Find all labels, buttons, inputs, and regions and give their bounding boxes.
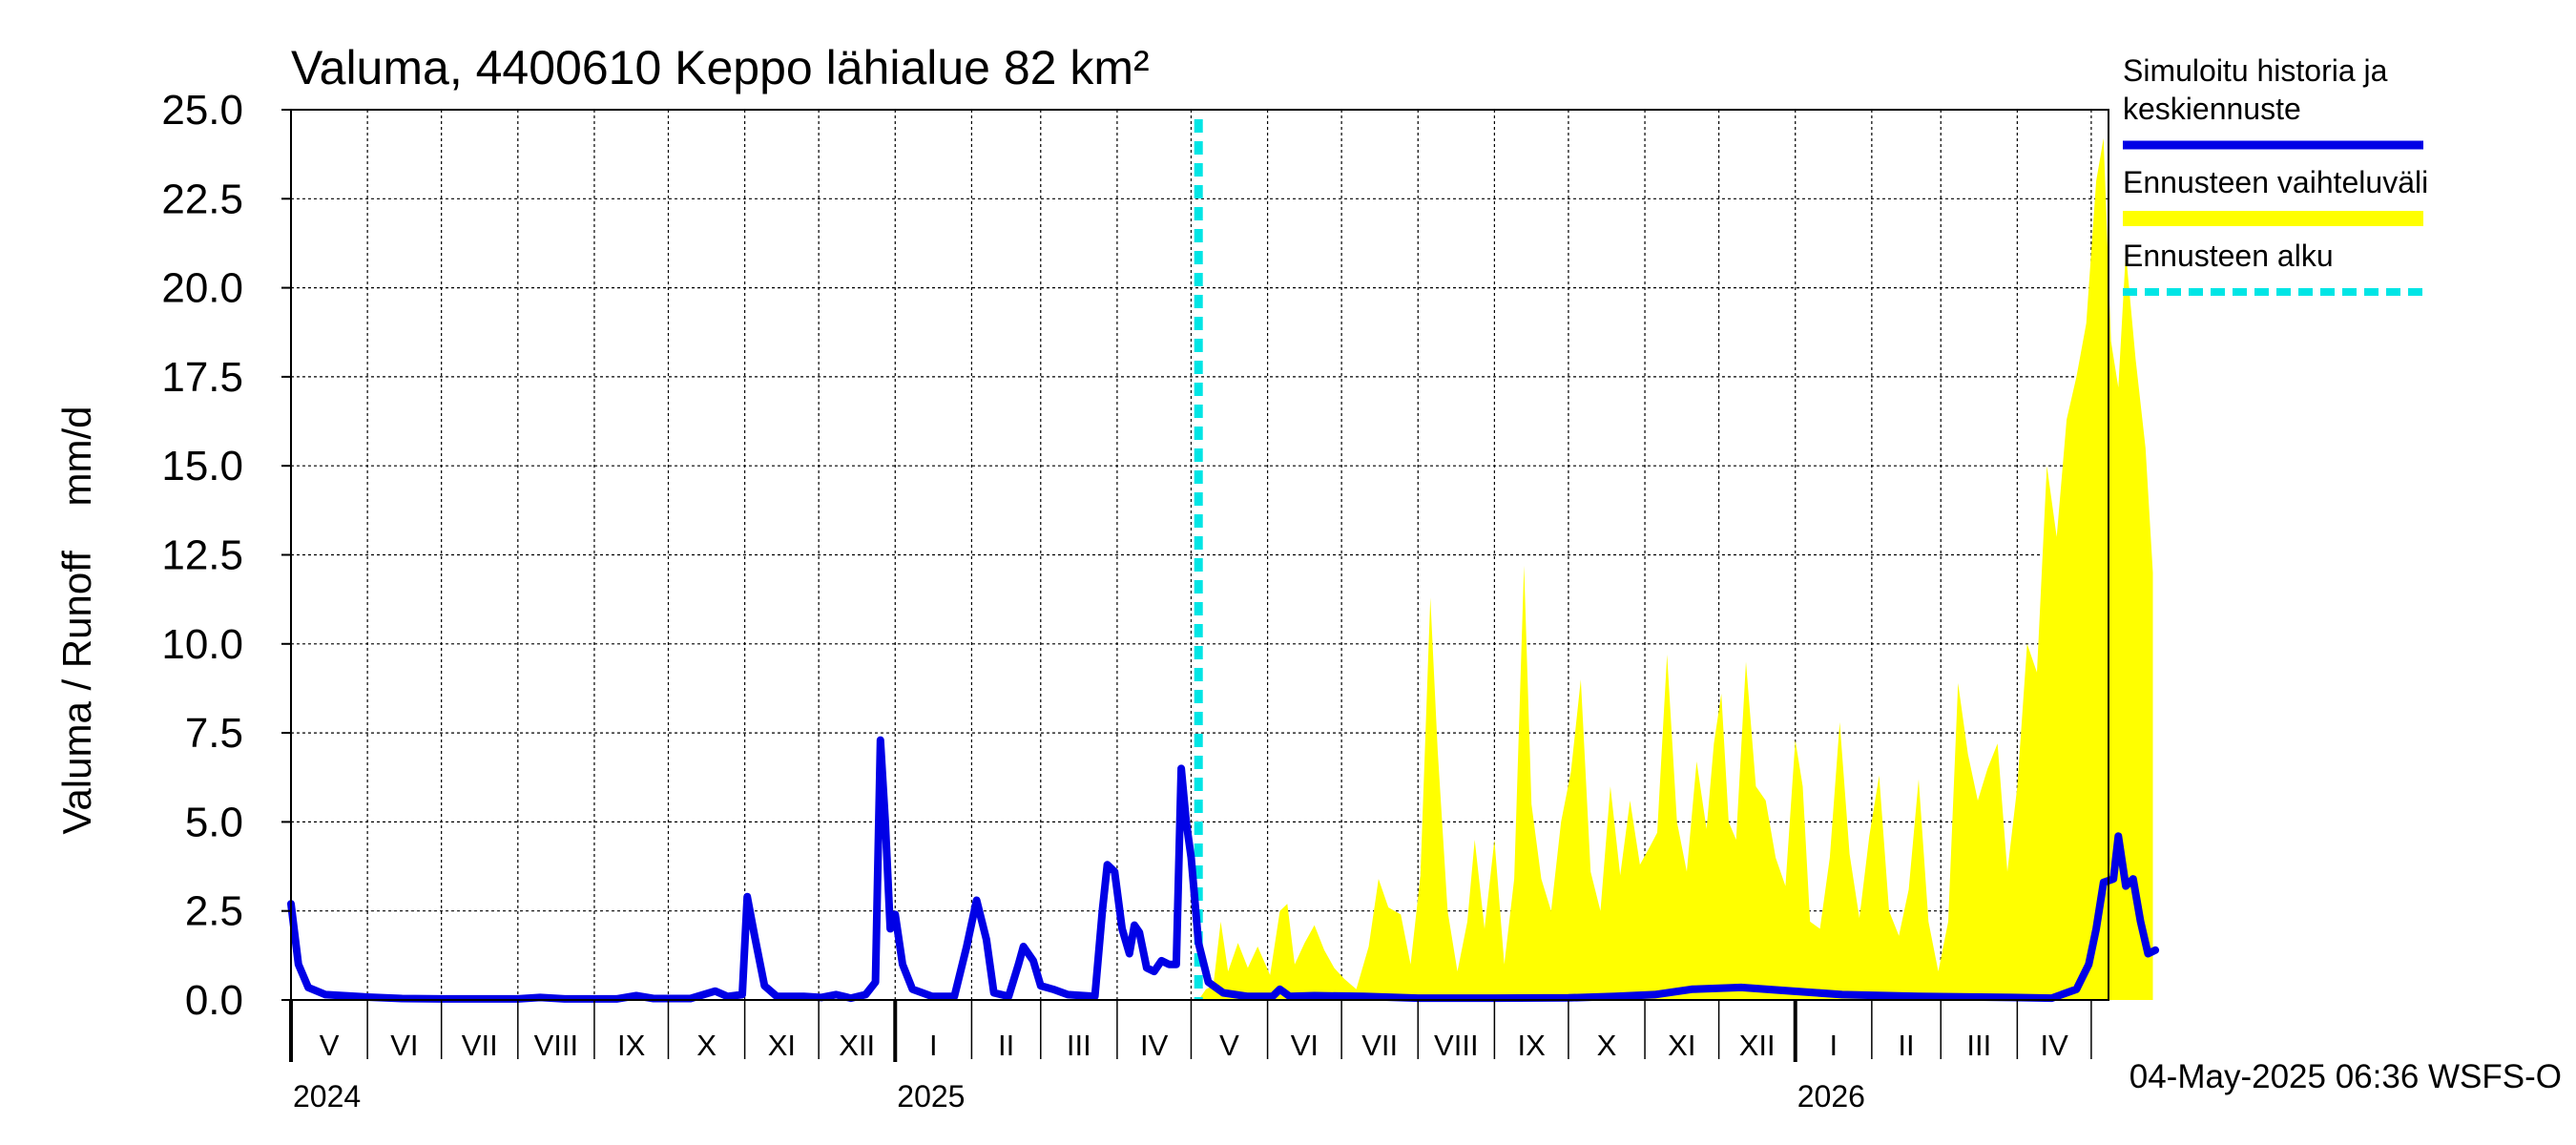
y-axis-ticks: 0.0 2.5 5.0 7.5 10.0 12.5 15.0 17.5 20.0 22.5 25.0 bbox=[161, 87, 291, 1024]
month-label: X bbox=[1597, 1029, 1617, 1062]
month-label: III bbox=[1067, 1029, 1091, 1062]
y-tick-label: 5.0 bbox=[185, 799, 243, 845]
y-tick-label: 22.5 bbox=[161, 176, 243, 222]
y-tick-label: 20.0 bbox=[161, 265, 243, 312]
month-label: V bbox=[320, 1029, 340, 1062]
month-label: II bbox=[998, 1029, 1014, 1062]
month-label: I bbox=[1829, 1029, 1838, 1062]
y-axis-label: Valuma / Runoff mm/d bbox=[54, 406, 99, 835]
y-tick-label: 25.0 bbox=[161, 87, 243, 134]
y-tick-label: 15.0 bbox=[161, 443, 243, 489]
y-tick-label: 7.5 bbox=[185, 710, 243, 757]
simulated-runoff-line bbox=[287, 736, 2160, 1003]
month-label: VI bbox=[1291, 1029, 1319, 1062]
year-label: 2025 bbox=[897, 1079, 965, 1114]
legend-label: Simuloitu historia ja bbox=[2123, 53, 2388, 88]
month-label: XI bbox=[1668, 1029, 1695, 1062]
month-label: IX bbox=[1518, 1029, 1547, 1062]
year-label: 2026 bbox=[1797, 1079, 1865, 1114]
month-label: IV bbox=[1140, 1029, 1169, 1062]
y-tick-label: 0.0 bbox=[185, 977, 243, 1024]
month-label: XI bbox=[768, 1029, 796, 1062]
month-label: VII bbox=[462, 1029, 498, 1062]
chart-title: Valuma, 4400610 Keppo lähialue 82 km² bbox=[291, 41, 1150, 94]
footer-timestamp: 04-May-2025 06:36 WSFS-O bbox=[2129, 1058, 2562, 1095]
month-label: XII bbox=[839, 1029, 875, 1062]
y-tick-label: 17.5 bbox=[161, 354, 243, 401]
forecast-range-band bbox=[1198, 137, 2153, 1000]
month-label: I bbox=[929, 1029, 938, 1062]
month-label: IV bbox=[2040, 1029, 2068, 1062]
month-label: VIII bbox=[534, 1029, 579, 1062]
month-label: X bbox=[696, 1029, 717, 1062]
simulated-history-line bbox=[287, 736, 2160, 1003]
legend-label: Ennusteen vaihteluväli bbox=[2123, 165, 2428, 199]
month-label: XII bbox=[1739, 1029, 1776, 1062]
month-label: VIII bbox=[1434, 1029, 1479, 1062]
legend: Simuloitu historia ja keskiennuste Ennuste… bbox=[2123, 53, 2428, 296]
legend-label: Ennusteen alku bbox=[2123, 239, 2334, 273]
month-label: VII bbox=[1361, 1029, 1398, 1062]
month-label: II bbox=[1898, 1029, 1914, 1062]
legend-label: keskiennuste bbox=[2123, 92, 2301, 126]
month-label: IX bbox=[617, 1029, 646, 1062]
y-tick-label: 12.5 bbox=[161, 532, 243, 579]
x-axis: V VI VII VIII IX X XI XII I II III IV V VI VII VIII IX X X… bbox=[289, 1000, 2092, 1114]
y-tick-label: 10.0 bbox=[161, 621, 243, 668]
year-label: 2024 bbox=[293, 1079, 361, 1114]
y-tick-label: 2.5 bbox=[185, 888, 243, 935]
month-label: III bbox=[1966, 1029, 1991, 1062]
month-label: V bbox=[1219, 1029, 1239, 1062]
forecast-range-area bbox=[1198, 137, 2153, 1000]
month-label: VI bbox=[390, 1029, 418, 1062]
